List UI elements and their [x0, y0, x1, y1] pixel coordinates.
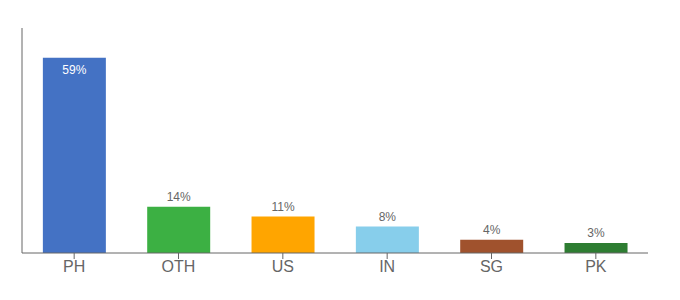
- svg-text:3%: 3%: [587, 226, 605, 240]
- svg-text:SG: SG: [480, 258, 503, 275]
- svg-text:59%: 59%: [62, 63, 86, 77]
- svg-text:PH: PH: [63, 258, 85, 275]
- svg-text:11%: 11%: [271, 200, 294, 214]
- svg-text:OTH: OTH: [162, 258, 196, 275]
- svg-text:IN: IN: [379, 258, 395, 275]
- svg-text:4%: 4%: [483, 223, 501, 237]
- svg-text:8%: 8%: [379, 210, 397, 224]
- svg-text:14%: 14%: [167, 190, 191, 204]
- svg-text:PK: PK: [585, 258, 607, 275]
- svg-text:US: US: [272, 258, 294, 275]
